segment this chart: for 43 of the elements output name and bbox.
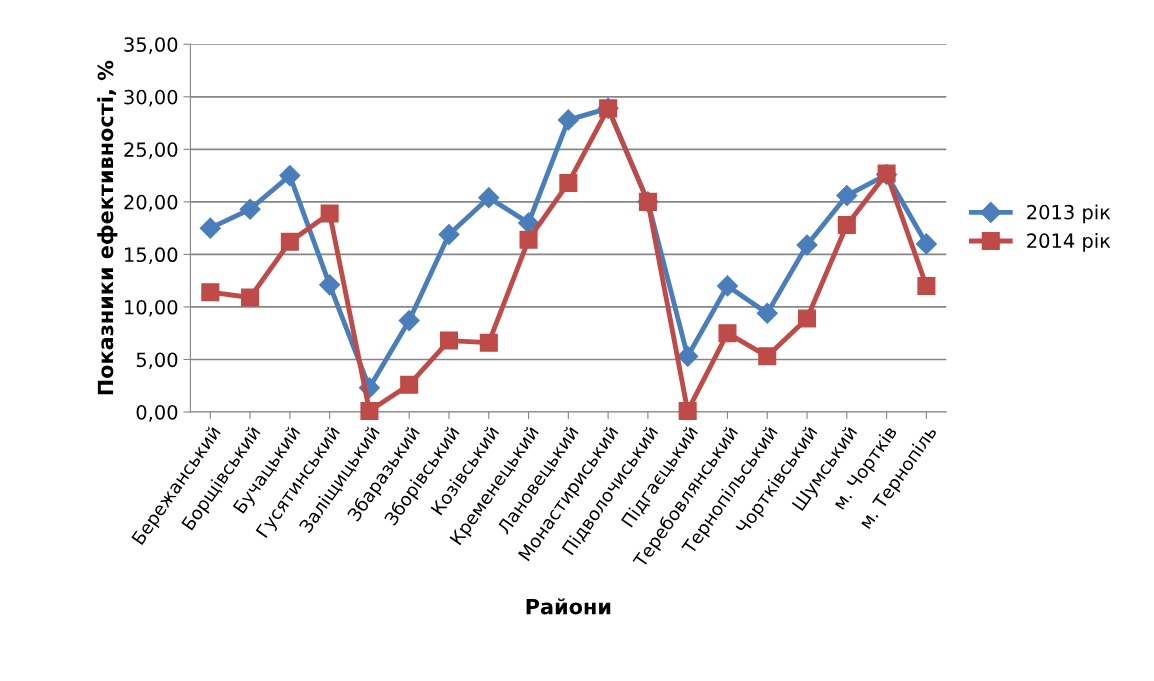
point: [678, 401, 697, 420]
point: [718, 324, 737, 343]
point: [279, 165, 301, 187]
point: [439, 331, 459, 350]
legend-label: 2014 рік: [1027, 233, 1111, 252]
point: [758, 347, 777, 366]
y-axis-title: Показники ефективності, %: [97, 60, 118, 395]
point: [796, 234, 818, 256]
point: [398, 310, 420, 332]
point: [239, 198, 261, 220]
legend-label: 2013 рік: [1027, 204, 1111, 224]
point: [360, 401, 379, 420]
point: [716, 275, 738, 297]
point: [241, 288, 260, 307]
point: [478, 187, 500, 209]
point: [280, 232, 299, 251]
point: [798, 309, 817, 328]
point: [677, 345, 699, 367]
y-tick-label: 35,00: [124, 37, 178, 54]
point: [917, 276, 936, 295]
point: [519, 230, 538, 249]
point: [837, 215, 856, 235]
y-tick-label: 10,00: [125, 299, 178, 317]
point: [438, 223, 460, 245]
point: [479, 333, 498, 352]
point: [518, 212, 540, 234]
y-tick-label: 5,00: [136, 352, 178, 370]
point: [559, 173, 578, 192]
point: [557, 109, 579, 131]
point: [756, 302, 778, 324]
point: [319, 274, 341, 296]
point: [400, 375, 419, 394]
point: [199, 217, 221, 239]
y-tick-label: 30,00: [124, 89, 178, 107]
point: [201, 283, 220, 302]
point: [836, 185, 858, 207]
point: [915, 233, 937, 255]
y-tick-label: 20,00: [124, 194, 178, 212]
y-tick-label: 15,00: [125, 247, 178, 265]
y-tick-label: 0,00: [136, 404, 178, 422]
y-tick-label: 25,00: [124, 142, 178, 159]
point: [320, 204, 339, 223]
x-axis-title: Райони: [526, 598, 611, 615]
